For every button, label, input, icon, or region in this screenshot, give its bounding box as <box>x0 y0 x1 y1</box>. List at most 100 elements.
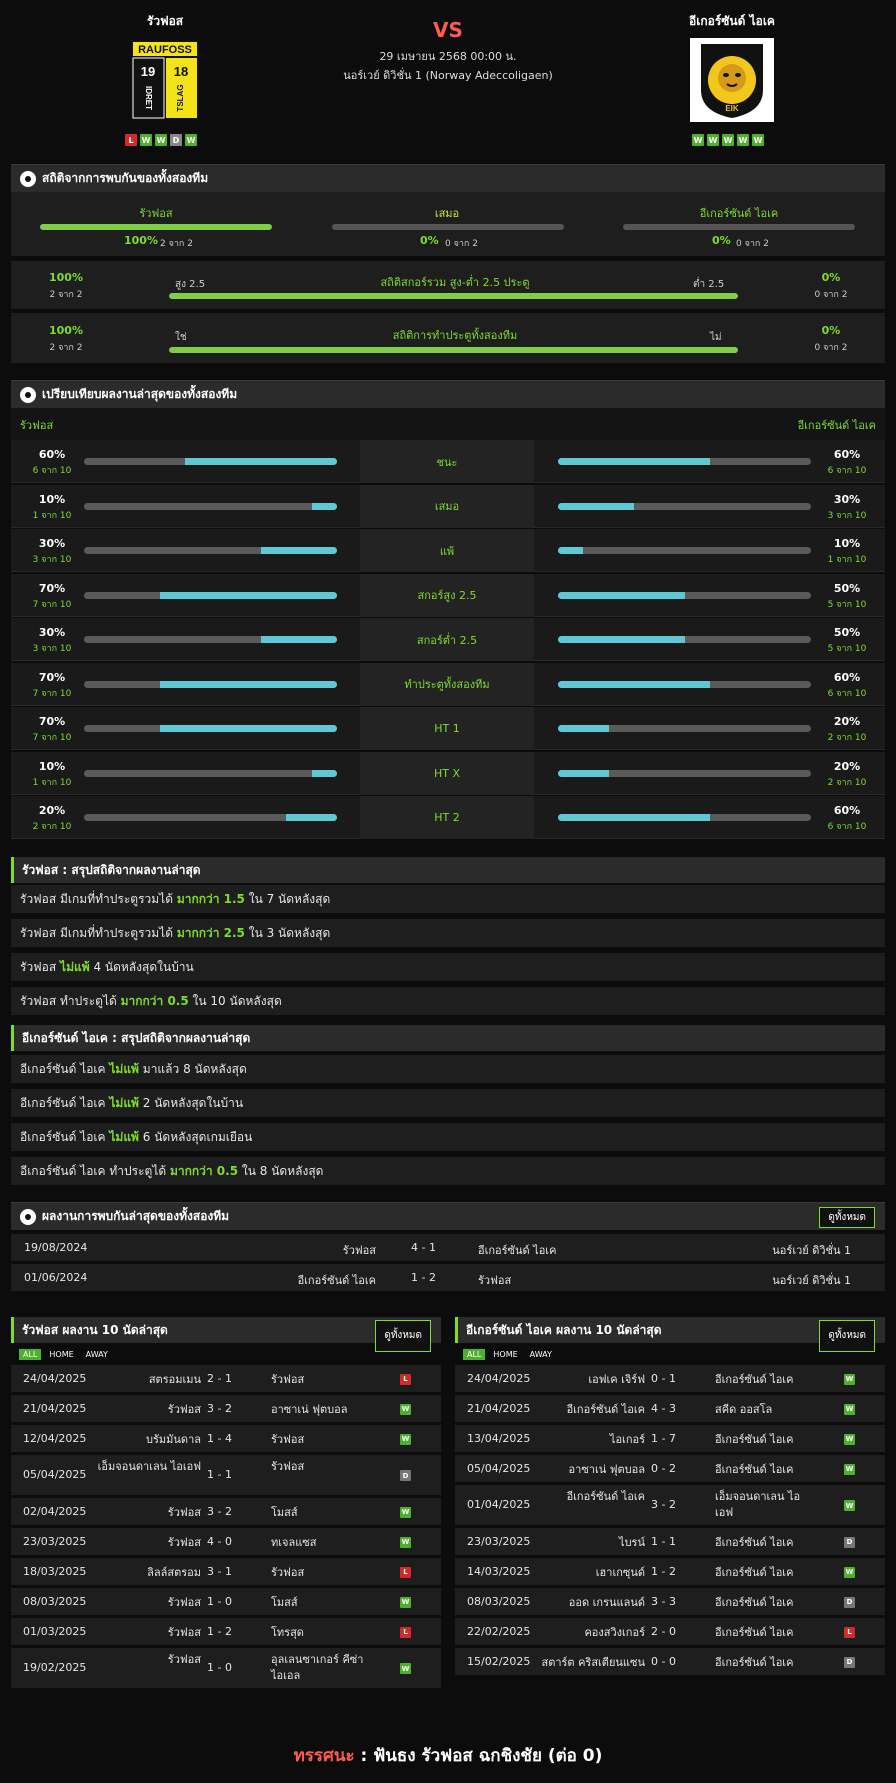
score: 1 - 0 <box>207 1594 232 1608</box>
vs-label: VS <box>433 18 463 42</box>
score: 1 - 2 <box>207 1624 232 1638</box>
h2h-stats-header: สถิติจากการพบกันของทั้งสองทีม <box>11 164 885 192</box>
score: 0 - 0 <box>651 1654 676 1668</box>
away-count: 6 จาก 10 <box>827 466 867 476</box>
last10-row[interactable]: 02/04/2025 รัวฟอส 3 - 2 โมสส์ W <box>11 1498 441 1525</box>
home-bar <box>84 547 337 554</box>
h2h-draw-label: เสมอ <box>434 207 460 220</box>
home-bar-fill <box>159 725 337 732</box>
away-pct: 30% <box>833 492 861 506</box>
compare-home-name: รัวฟอส <box>20 419 54 432</box>
home-count: 1 จาก 10 <box>32 777 72 788</box>
last10-row[interactable]: 21/04/2025 อีเกอร์ซันด์ ไอเค 4 - 3 สคีด ออส… <box>455 1395 885 1422</box>
summary-text: อีเกอร์ซันด์ ไอเค <box>20 1130 110 1144</box>
last10-row[interactable]: 19/02/2025 รัวฟอส 1 - 0 อุลเลนซาเกอร์ คีซ่า… <box>11 1648 441 1688</box>
match-date: 05/04/2025 <box>23 1468 87 1481</box>
summary-text: 2 นัดหลังสุดในบ้าน <box>138 1096 244 1110</box>
compare-row: 70% 7 จาก 10 สกอร์สูง 2.5 50% 5 จาก 10 <box>11 573 885 617</box>
away-team: อีเกอร์ซันด์ ไอเค <box>715 1595 794 1609</box>
form-badge: W <box>185 134 197 146</box>
tab-away[interactable]: AWAY <box>529 1350 552 1359</box>
prediction-label: ทรรศนะ <box>293 1746 355 1766</box>
summary-highlight: ไม่แพ้ <box>109 1062 139 1076</box>
h2h-row[interactable]: 19/08/2024 รัวฟอส 4 - 1 อีเกอร์ซันด์ ไอเค นอ… <box>11 1234 885 1261</box>
result-badge: L <box>400 1373 411 1385</box>
last10-home-view-all-button[interactable]: ดูทั้งหมด <box>375 1320 431 1352</box>
home-team-name[interactable]: รัวฟอส <box>146 14 184 28</box>
away-bar-fill <box>558 725 609 732</box>
result-badge: W <box>400 1596 411 1608</box>
last10-row[interactable]: 18/03/2025 ลิลล์สตรอม 3 - 1 รัวฟอส L <box>11 1558 441 1585</box>
home-bar-fill <box>261 547 337 554</box>
score: 1 - 2 <box>651 1564 676 1578</box>
last10-row[interactable]: 01/03/2025 รัวฟอส 1 - 2 โทรสุด L <box>11 1618 441 1645</box>
away-pct: 60% <box>833 670 861 684</box>
last10-row[interactable]: 23/03/2025 รัวฟอส 4 - 0 ทเจลแซส W <box>11 1528 441 1555</box>
form-badge: W <box>692 134 704 146</box>
away-count: 6 จาก 10 <box>827 688 867 699</box>
home-team: รัวฟอส <box>167 1653 201 1666</box>
summary-text: ใน 10 นัดหลังสุด <box>188 994 282 1008</box>
away-count: 2 จาก 10 <box>827 777 867 788</box>
result-badge: L <box>844 1626 855 1638</box>
result-badge: W <box>844 1463 855 1475</box>
match-date: 29 เมษายน 2568 00:00 น. <box>379 50 517 63</box>
summary-row: อีเกอร์ซันด์ ไอเค ไม่แพ้ มาแล้ว 8 นัดหลั… <box>11 1055 885 1083</box>
home-logo-br: TSLAG <box>176 84 185 111</box>
h2h-view-all-button[interactable]: ดูทั้งหมด <box>819 1207 875 1228</box>
away-team-name[interactable]: อีเกอร์ซันด์ ไอเค <box>689 14 775 28</box>
last10-away-header: อีเกอร์ซันด์ ไอเค ผลงาน 10 นัดล่าสุด ดูท… <box>455 1317 885 1352</box>
last10-row[interactable]: 08/03/2025 รัวฟอส 1 - 0 โมสส์ W <box>11 1588 441 1615</box>
last10-row[interactable]: 14/03/2025 เฮาเกซุนด์ 1 - 2 อีเกอร์ซันด์ ไอ… <box>455 1558 885 1585</box>
football-icon <box>20 170 36 187</box>
last10-row[interactable]: 08/03/2025 ออด เกรนแลนด์ 3 - 3 อีเกอร์ซันด์… <box>455 1588 885 1615</box>
last10-row[interactable]: 21/04/2025 รัวฟอส 3 - 2 อาซาเน่ ฟุตบอล W <box>11 1395 441 1422</box>
last10-row[interactable]: 22/02/2025 คองสวิงเกอร์ 2 - 0 อีเกอร์ซันด์ … <box>455 1618 885 1645</box>
home-team: อีเกอร์ซันด์ ไอเค <box>566 1490 645 1503</box>
away-bar-fill <box>558 636 685 643</box>
last10-row[interactable]: 05/04/2025 เอ็มจอนดาเลน ไอเอฟ 1 - 1 รัวฟอส D <box>11 1455 441 1495</box>
home-team: ไบรน์ <box>619 1535 645 1549</box>
h2h-results-header: ผลงานการพบกันล่าสุดของทั้งสองทีม ดูทั้งห… <box>11 1202 885 1230</box>
summary-highlight: มากกว่า 1.5 <box>176 892 245 906</box>
tab-home[interactable]: HOME <box>493 1350 518 1359</box>
home-count: 1 จาก 10 <box>32 510 72 521</box>
last10-row[interactable]: 01/04/2025 อีเกอร์ซันด์ ไอเค 3 - 2 เอ็มจอนด… <box>455 1485 885 1525</box>
away-team: รัวฟอส <box>271 1372 305 1386</box>
away-count: 2 จาก 10 <box>827 733 867 743</box>
last10-row[interactable]: 24/04/2025 เอฟเค เจิร์ฟ 0 - 1 อีเกอร์ซันด์ … <box>455 1365 885 1392</box>
tab-all[interactable]: ALL <box>19 1349 42 1360</box>
match-header: รัวฟอส RAUFOSS 19 18 IDRET TSLAG VS 29 เ… <box>0 0 896 160</box>
tab-all[interactable]: ALL <box>463 1349 486 1360</box>
away-pct: 60% <box>833 448 861 461</box>
away-count: 6 จาก 10 <box>827 822 867 832</box>
last10-row[interactable]: 24/04/2025 สตรอมเมน 2 - 1 รัวฟอส L <box>11 1365 441 1392</box>
over-under-box: 100% 2 จาก 2 สูง 2.5 สถิติสกอร์รวม สูง-ต… <box>11 261 885 309</box>
h2h-draw-pct: 0% <box>420 234 439 247</box>
match-date: 22/02/2025 <box>467 1624 531 1638</box>
summary-text: อีเกอร์ซันด์ ไอเค <box>20 1096 110 1110</box>
home-logo-top-text: RAUFOSS <box>138 44 192 56</box>
home-logo-19: 19 <box>141 64 155 79</box>
h2h-row[interactable]: 01/06/2024 อีเกอร์ซันด์ ไอเค 1 - 2 รัวฟอส นอ… <box>11 1264 885 1291</box>
home-team: รัวฟอส <box>167 1535 201 1549</box>
last10-row[interactable]: 05/04/2025 อาซาเน่ ฟุตบอล 0 - 2 อีเกอร์ซันด… <box>455 1455 885 1482</box>
compare-label: สกอร์สูง 2.5 <box>360 573 534 617</box>
compare-label: สกอร์ต่ำ 2.5 <box>360 618 534 661</box>
last10-row[interactable]: 15/02/2025 สตาร์ต คริสเตียนแซน 0 - 0 อีเกอร… <box>455 1648 885 1675</box>
compare-row: 10% 1 จาก 10 เสมอ 30% 3 จาก 10 <box>11 484 885 528</box>
summary-text: อีเกอร์ซันด์ ไอเค ทำประตูได้ <box>20 1164 170 1178</box>
home-team: อีเกอร์ซันด์ ไอเค <box>297 1274 376 1287</box>
last10-row[interactable]: 12/04/2025 บรัมมันดาล 1 - 4 รัวฟอส W <box>11 1425 441 1452</box>
last10-row[interactable]: 13/04/2025 ไอเกอร์ 1 - 7 อีเกอร์ซันด์ ไอเค W <box>455 1425 885 1452</box>
last10-row[interactable]: 23/03/2025 ไบรน์ 1 - 1 อีเกอร์ซันด์ ไอเค D <box>455 1528 885 1555</box>
tab-away[interactable]: AWAY <box>85 1350 108 1359</box>
home-team: คองสวิงเกอร์ <box>584 1625 645 1639</box>
match-date: 14/03/2025 <box>467 1564 531 1578</box>
tab-home[interactable]: HOME <box>49 1350 74 1359</box>
away-bar-fill <box>558 680 710 688</box>
h2h-home-bar <box>40 224 272 230</box>
home-team: ไอเกอร์ <box>609 1432 645 1446</box>
last10-away-view-all-button[interactable]: ดูทั้งหมด <box>819 1320 875 1352</box>
away-bar <box>558 769 811 777</box>
